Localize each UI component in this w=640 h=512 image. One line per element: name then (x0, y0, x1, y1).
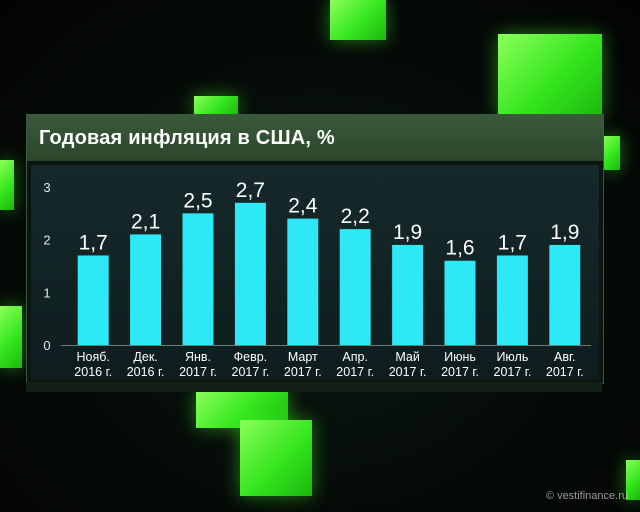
bar-value-label: 2,1 (131, 210, 160, 233)
y-tick-label: 1 (43, 285, 50, 300)
bar-value-label: 2,5 (183, 189, 212, 212)
plot-area: 0 1 2 3 1,7 Нояб. 2016 г. 2,1 Дек. 2016 г. 2,5 Янв.… (31, 165, 599, 379)
x-tick-label: Март (288, 350, 318, 364)
bar-value-label: 1,9 (550, 221, 579, 244)
decor-cube (0, 160, 14, 210)
x-tick-label: Янв. (185, 350, 211, 364)
chart-panel: Годовая инфляция в США, % 0 1 2 3 1,7 Нояб. 20… (26, 114, 604, 384)
bar (496, 255, 528, 345)
x-tick-label: Дек. (133, 350, 157, 364)
bar (77, 255, 109, 345)
bar-value-label: 1,7 (498, 231, 527, 254)
decor-cube (602, 136, 620, 170)
x-tick-label: 2017 г. (336, 365, 374, 379)
chart-header: Годовая инфляция в США, % (27, 115, 603, 161)
x-tick-label: 2017 г. (232, 365, 270, 379)
decor-cube (194, 96, 238, 114)
watermark: © vestifinance.ru (545, 490, 628, 502)
x-tick-label: 2017 г. (389, 365, 427, 379)
x-tick-label: 2016 г. (127, 365, 165, 379)
x-tick-label: Нояб. (77, 350, 110, 364)
x-tick-label: 2017 г. (546, 365, 584, 379)
x-tick-label: 2017 г. (284, 365, 322, 379)
bar-value-label: 2,7 (236, 179, 265, 202)
decor-cube (330, 0, 386, 40)
x-tick-label: Май (395, 350, 420, 364)
x-tick-label: 2017 г. (179, 365, 217, 379)
x-tick-label: Февр. (234, 350, 268, 364)
y-tick-label: 0 (43, 338, 50, 353)
bar (287, 218, 319, 345)
x-tick-label: Июнь (444, 350, 476, 364)
bar (392, 244, 424, 345)
bar (182, 213, 214, 345)
x-tick-label: Авг. (554, 350, 575, 364)
y-tick-label: 2 (43, 233, 50, 248)
bar (130, 234, 162, 345)
decor-cube (0, 306, 22, 368)
decor-cube (626, 460, 640, 500)
x-tick-label: 2016 г. (74, 365, 112, 379)
decor-cube (498, 34, 602, 116)
chart-title: Годовая инфляция в США, % (39, 127, 335, 149)
decor-cube (240, 420, 312, 496)
x-tick-label: 2017 г. (441, 365, 479, 379)
bar-value-label: 2,2 (341, 205, 370, 228)
bar (234, 202, 266, 345)
bar-value-label: 2,4 (288, 195, 318, 218)
bar-value-label: 1,6 (445, 237, 474, 260)
bar (444, 260, 476, 345)
y-tick-label: 3 (43, 180, 50, 195)
bar (549, 244, 581, 345)
x-tick-label: Июль (496, 350, 528, 364)
x-tick-label: 2017 г. (494, 365, 532, 379)
panel-footer (26, 382, 602, 392)
bar-value-label: 1,9 (393, 221, 422, 244)
x-tick-label: Апр. (342, 350, 368, 364)
bar (339, 229, 371, 345)
bar-value-label: 1,7 (79, 231, 108, 254)
